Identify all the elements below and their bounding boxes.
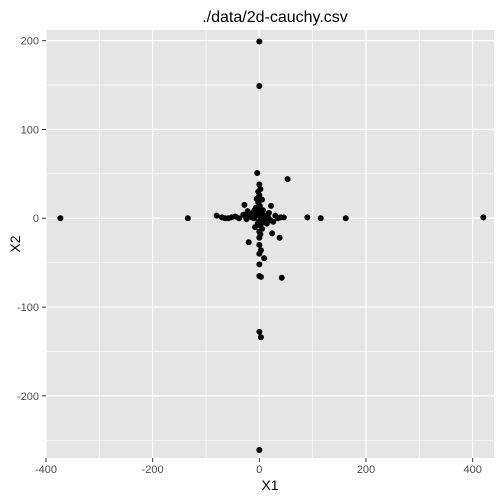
y-tick-label: 100	[21, 124, 39, 136]
y-tick-label: -200	[17, 391, 39, 403]
data-point	[261, 255, 268, 262]
data-point	[342, 215, 349, 222]
y-tick-label: 200	[21, 36, 39, 48]
plot-panel	[46, 30, 494, 458]
x-tick-label: 400	[463, 464, 481, 476]
y-tick-label: -100	[17, 302, 39, 314]
data-point	[304, 214, 311, 221]
data-point	[259, 196, 265, 203]
data-point	[256, 328, 263, 335]
x-axis-ticks: -400 -200 0 200 400	[35, 458, 482, 476]
data-point	[270, 218, 277, 225]
data-point	[259, 225, 265, 232]
data-point	[265, 209, 272, 216]
data-point	[257, 334, 264, 341]
x-tick-label: 200	[357, 464, 375, 476]
data-point	[236, 215, 243, 222]
data-point	[284, 176, 291, 183]
x-tick-label: -200	[142, 464, 164, 476]
x-axis-title: X1	[261, 477, 278, 493]
data-point	[257, 231, 264, 238]
data-point	[184, 215, 191, 222]
data-point	[257, 273, 264, 280]
data-point	[280, 214, 287, 221]
data-point	[269, 230, 276, 237]
y-axis-ticks: -200 -100 0 100 200	[17, 36, 46, 403]
data-point	[256, 202, 263, 209]
data-point	[480, 214, 487, 221]
data-point	[254, 169, 261, 176]
x-tick-label: 0	[256, 464, 262, 476]
x-tick-label: -400	[35, 464, 57, 476]
data-point	[256, 82, 263, 89]
data-point	[245, 239, 252, 246]
data-points	[57, 38, 487, 454]
data-point	[260, 207, 267, 214]
data-point	[276, 234, 283, 241]
chart-title: ./data/2d-cauchy.csv	[202, 9, 348, 26]
data-point	[317, 215, 324, 222]
minor-gridlines	[46, 30, 494, 458]
data-point	[278, 274, 285, 281]
data-point	[256, 447, 263, 454]
data-point	[256, 192, 263, 199]
data-point	[213, 212, 220, 219]
data-point	[256, 241, 263, 248]
data-point	[256, 38, 263, 45]
y-tick-label: 0	[33, 213, 39, 225]
data-point	[57, 215, 64, 222]
data-point	[268, 202, 275, 209]
data-point	[257, 247, 264, 254]
data-point	[243, 216, 250, 223]
data-point	[256, 261, 263, 268]
data-point	[257, 185, 264, 192]
data-point	[241, 201, 248, 208]
y-axis-title: X2	[7, 235, 23, 252]
